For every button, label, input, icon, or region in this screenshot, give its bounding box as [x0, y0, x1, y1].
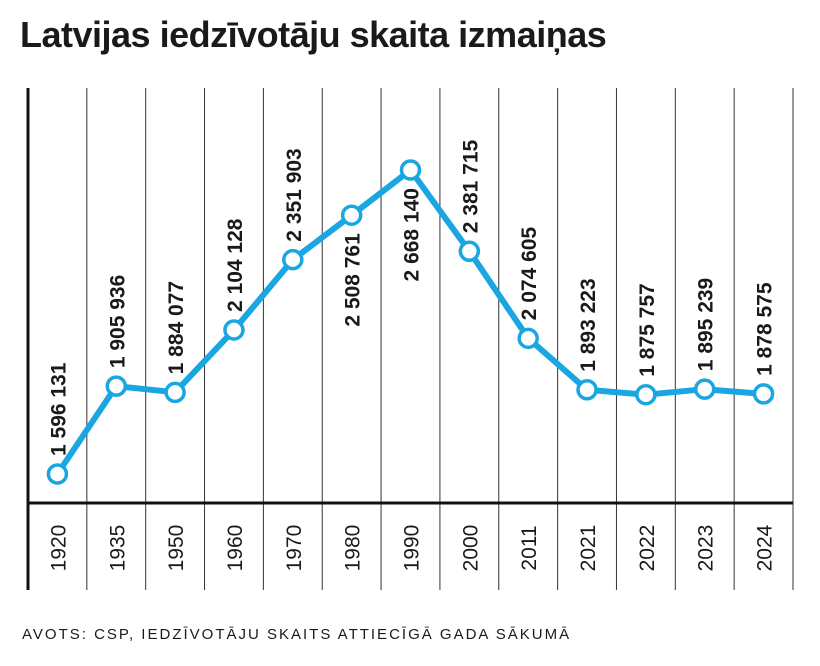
- data-point: [340, 204, 363, 226]
- data-label: 1 875 757: [636, 283, 659, 376]
- x-tick-label: 1990: [401, 525, 424, 572]
- x-tick-label: 1950: [165, 525, 188, 572]
- x-tick-label: 1935: [106, 525, 129, 572]
- data-label: 2 381 715: [459, 139, 482, 233]
- data-label: 1 893 223: [577, 278, 600, 371]
- x-tick-label: 2023: [695, 525, 718, 572]
- grid-lines: [86, 88, 794, 590]
- data-point: [517, 327, 539, 350]
- x-tick-label: 2021: [577, 525, 600, 572]
- data-label: 2 668 140: [401, 188, 424, 281]
- data-point: [635, 383, 657, 406]
- data-labels: 1 596 131 1 905 936 1 884 077 2 104 128 2 35…: [47, 139, 776, 456]
- x-tick-label: 2024: [754, 524, 777, 571]
- x-tick-label: 1970: [283, 525, 306, 572]
- data-point: [164, 381, 186, 404]
- data-point: [693, 378, 716, 400]
- data-point: [752, 383, 775, 405]
- data-label: 1 596 131: [47, 362, 70, 456]
- x-tick-label: 1980: [342, 525, 365, 572]
- x-tick-labels: 1920 1935 1950 1960 1970 1980 1990 2000 2011 2021…: [47, 524, 776, 571]
- x-tick-label: 2022: [636, 525, 659, 572]
- x-tick-label: 1920: [47, 525, 70, 572]
- data-point: [399, 159, 422, 181]
- source-note: AVOTS: CSP, IEDZĪVOTĀJU SKAITS ATTIECĪGĀ…: [22, 626, 572, 643]
- axes: [26, 88, 793, 590]
- chart-title: Latvijas iedzīvotāju skaita izmaiņas: [20, 14, 607, 55]
- x-tick-label: 2000: [459, 525, 482, 572]
- data-point: [105, 375, 128, 397]
- data-point: [458, 240, 481, 262]
- x-tick-label: 2011: [518, 525, 541, 570]
- x-tick-label: 1960: [224, 525, 247, 572]
- data-label: 1 895 239: [695, 278, 718, 371]
- data-label: 1 878 575: [754, 282, 777, 376]
- data-points: [46, 159, 775, 485]
- data-label: 2 104 128: [224, 218, 247, 312]
- data-point: [282, 248, 304, 271]
- data-point: [46, 463, 69, 485]
- data-point: [576, 379, 598, 401]
- data-label: 2 351 903: [283, 148, 306, 241]
- data-label: 2 508 761: [342, 233, 365, 327]
- data-point: [223, 319, 245, 341]
- data-label: 1 884 077: [165, 281, 188, 374]
- data-label: 2 074 605: [518, 227, 541, 321]
- data-label: 1 905 936: [106, 275, 129, 368]
